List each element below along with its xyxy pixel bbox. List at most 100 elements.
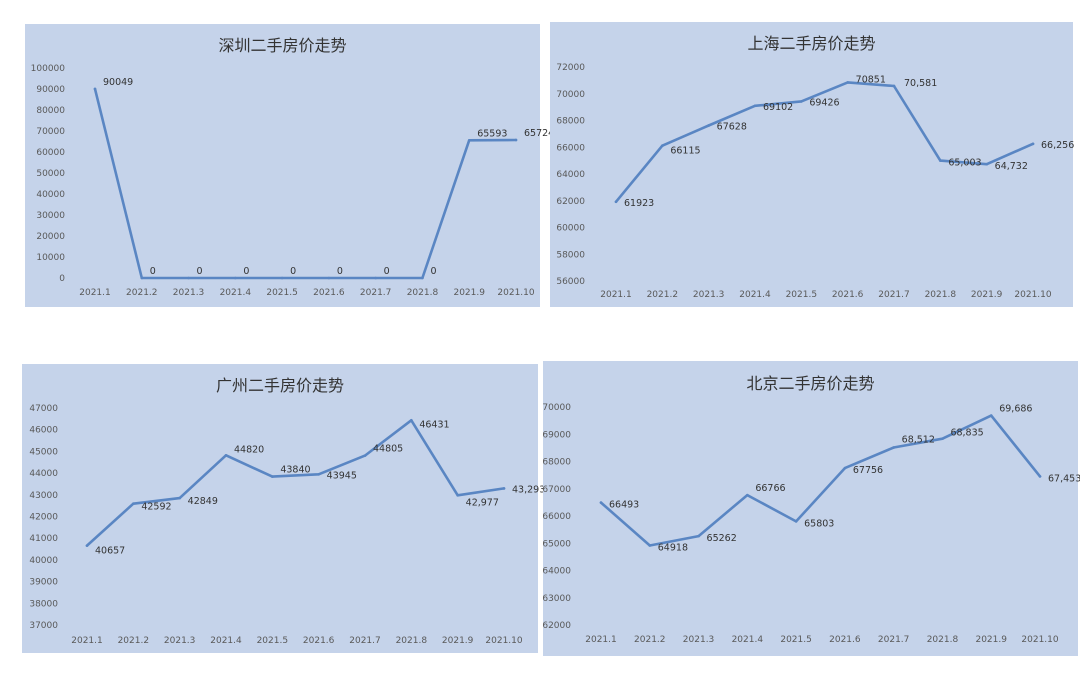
data-label: 43945 bbox=[327, 470, 357, 481]
data-label: 0 bbox=[243, 266, 249, 277]
y-tick-label: 37000 bbox=[29, 621, 58, 631]
y-tick-label: 20000 bbox=[36, 232, 65, 242]
data-label: 69426 bbox=[809, 97, 839, 108]
data-point bbox=[648, 544, 652, 547]
chart-panel-beijing: 北京二手房价走势 70000 69000 68000 67000 66000 65000 6… bbox=[542, 361, 1080, 656]
data-label: 70851 bbox=[856, 74, 886, 85]
data-label: 40657 bbox=[95, 546, 125, 557]
data-label: 0 bbox=[150, 266, 156, 277]
x-tick-label: 2021.8 bbox=[925, 290, 957, 300]
y-tick-label: 67000 bbox=[542, 485, 571, 495]
series-line bbox=[85, 418, 506, 547]
y-tick-label: 68000 bbox=[542, 458, 571, 468]
x-tick-label: 2021.9 bbox=[453, 288, 485, 298]
x-tick-label: 2021.10 bbox=[1021, 635, 1058, 645]
y-tick-label: 65000 bbox=[542, 539, 571, 549]
x-tick-label: 2021.6 bbox=[303, 636, 335, 646]
data-point bbox=[892, 446, 895, 449]
y-tick-label: 41000 bbox=[29, 534, 58, 544]
data-label: 67756 bbox=[853, 465, 883, 476]
data-label: 69,686 bbox=[999, 404, 1032, 415]
data-label: 0 bbox=[197, 266, 203, 277]
data-point bbox=[614, 200, 618, 204]
x-tick-label: 2021.3 bbox=[693, 290, 725, 300]
x-tick-label: 2021.5 bbox=[780, 635, 812, 645]
chart-svg-beijing: 70000 69000 68000 67000 66000 65000 64000 63000… bbox=[542, 403, 1080, 645]
y-tick-label: 70000 bbox=[36, 127, 65, 137]
y-tick-label: 0 bbox=[59, 274, 65, 284]
y-tick-label: 40000 bbox=[29, 556, 58, 566]
data-label: 0 bbox=[430, 266, 436, 277]
x-tick-label: 2021.6 bbox=[829, 635, 861, 645]
y-tick-label: 72000 bbox=[556, 63, 585, 73]
data-point bbox=[846, 81, 849, 84]
y-tick-label: 62000 bbox=[556, 197, 585, 207]
x-tick-label: 2021.3 bbox=[683, 635, 715, 645]
data-point bbox=[1031, 142, 1035, 146]
y-tick-label: 42000 bbox=[29, 513, 58, 523]
x-tick-label: 2021.4 bbox=[732, 635, 764, 645]
data-point bbox=[374, 276, 377, 280]
x-tick-label: 2021.9 bbox=[975, 635, 1007, 645]
y-tick-label: 90000 bbox=[36, 85, 65, 95]
chart-svg-guangzhou: 47000 46000 45000 44000 43000 42000 41000 40000… bbox=[29, 404, 545, 646]
x-tick-label: 2021.6 bbox=[832, 290, 864, 300]
y-tick-label: 50000 bbox=[36, 169, 65, 179]
data-label: 0 bbox=[337, 266, 343, 277]
data-label: 65803 bbox=[804, 518, 834, 529]
data-label: 66766 bbox=[755, 483, 785, 494]
data-point bbox=[892, 84, 896, 88]
y-tick-label: 30000 bbox=[36, 211, 65, 221]
data-label: 42,977 bbox=[466, 497, 499, 508]
data-point bbox=[421, 276, 424, 280]
x-tick-label: 2021.10 bbox=[485, 636, 522, 646]
data-point bbox=[941, 437, 944, 441]
data-point bbox=[234, 276, 237, 280]
y-tick-label: 64000 bbox=[556, 170, 585, 180]
x-tick-label: 2021.8 bbox=[407, 288, 439, 298]
data-label: 90049 bbox=[103, 77, 133, 88]
x-tick-label: 2021.9 bbox=[442, 636, 474, 646]
x-tick-label: 2021.6 bbox=[313, 288, 345, 298]
data-point bbox=[794, 520, 798, 523]
x-tick-label: 2021.7 bbox=[878, 635, 910, 645]
data-label: 43840 bbox=[280, 465, 310, 476]
y-tick-label: 44000 bbox=[29, 469, 58, 479]
x-tick-label: 2021.4 bbox=[739, 290, 771, 300]
data-label: 65262 bbox=[707, 533, 737, 544]
data-label: 64918 bbox=[658, 542, 688, 553]
data-point bbox=[363, 454, 367, 457]
data-point bbox=[939, 159, 942, 162]
data-point bbox=[502, 487, 506, 490]
data-point bbox=[132, 502, 135, 505]
data-point bbox=[753, 104, 757, 108]
data-label: 42592 bbox=[141, 502, 171, 513]
chart-title: 北京二手房价走势 bbox=[746, 374, 875, 393]
x-tick-label: 2021.7 bbox=[360, 288, 392, 298]
chart-panel-shenzhen: 深圳二手房价走势 100000 90000 80000 70000 60000 50000… bbox=[25, 24, 554, 307]
data-point bbox=[327, 276, 331, 280]
data-label: 70,581 bbox=[904, 78, 937, 89]
y-tick-label: 63000 bbox=[542, 594, 571, 604]
chart-title: 深圳二手房价走势 bbox=[218, 36, 347, 55]
x-tick-label: 2021.5 bbox=[257, 636, 289, 646]
data-label: 68,835 bbox=[950, 428, 983, 439]
data-point bbox=[989, 414, 993, 417]
x-tick-label: 2021.2 bbox=[126, 288, 158, 298]
y-tick-label: 40000 bbox=[36, 190, 65, 200]
data-label: 66493 bbox=[609, 500, 639, 511]
x-tick-label: 2021.4 bbox=[210, 636, 242, 646]
data-label: 69102 bbox=[763, 102, 793, 113]
x-tick-label: 2021.7 bbox=[349, 636, 381, 646]
y-tick-label: 62000 bbox=[542, 621, 571, 631]
data-point bbox=[271, 475, 274, 478]
chart-panel-guangzhou: 广州二手房价走势 47000 46000 45000 44000 43000 42000 4… bbox=[22, 364, 545, 653]
y-tick-label: 38000 bbox=[29, 599, 58, 609]
x-tick-label: 2021.5 bbox=[266, 288, 298, 298]
data-label: 61923 bbox=[624, 198, 654, 209]
series-line bbox=[614, 81, 1035, 204]
x-tick-label: 2021.3 bbox=[164, 636, 196, 646]
y-tick-label: 10000 bbox=[36, 253, 65, 263]
data-point bbox=[178, 496, 181, 500]
data-point bbox=[280, 276, 284, 280]
